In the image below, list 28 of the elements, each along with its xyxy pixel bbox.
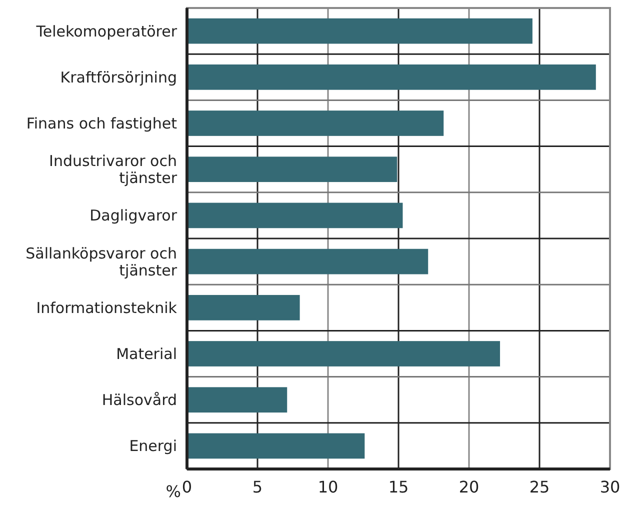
bar	[187, 341, 500, 366]
y-tick-label: Energi	[129, 437, 177, 456]
x-tick-label: 30	[600, 477, 620, 496]
y-tick-label: Kraftförsörjning	[60, 68, 177, 86]
bar	[187, 110, 444, 136]
bar	[187, 156, 398, 182]
x-tick-label: 5	[252, 477, 263, 496]
y-tick-label: Sällanköpsvaror och tjänster	[26, 244, 178, 280]
x-tick-label: 20	[458, 477, 480, 496]
x-tick-label: 15	[388, 477, 409, 496]
y-tick-label: Industrivaror och tjänster	[49, 152, 178, 188]
bar	[187, 248, 428, 274]
y-tick-label: Telekomoperatörer	[35, 22, 178, 40]
x-axis-title: %	[166, 482, 181, 501]
bar	[187, 202, 403, 228]
bar	[187, 433, 365, 459]
x-tick-label: 0	[182, 477, 192, 496]
bar	[187, 64, 596, 90]
y-tick-label: Dagligvaror	[90, 206, 178, 225]
bar	[187, 18, 532, 44]
y-tick-label: Informationsteknik	[36, 298, 178, 317]
x-tick-label: 25	[529, 477, 550, 496]
bar	[187, 387, 288, 413]
y-tick-label: Hälsovård	[102, 391, 177, 410]
y-tick-label: Finans och fastighet	[26, 114, 178, 132]
bar	[187, 294, 300, 320]
x-tick-label: 10	[318, 477, 338, 496]
y-tick-label: Material	[116, 345, 177, 363]
